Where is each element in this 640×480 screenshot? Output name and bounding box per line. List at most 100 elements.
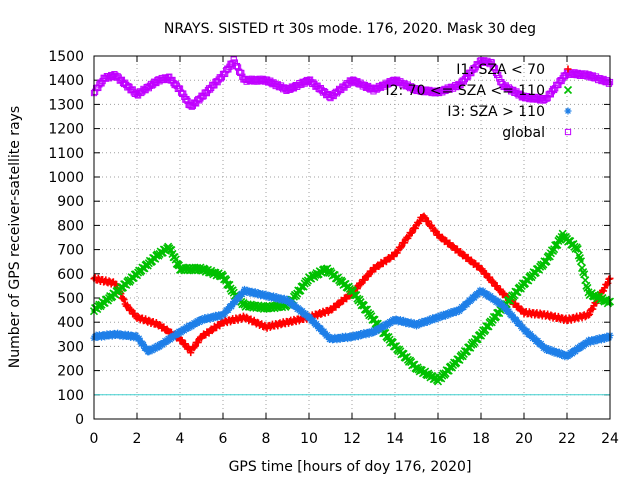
data-point — [494, 297, 502, 305]
data-point — [243, 288, 251, 296]
x-tick-label: 16 — [429, 431, 447, 447]
data-point — [139, 340, 147, 348]
data-point — [605, 80, 613, 87]
data-point — [452, 309, 460, 317]
plot-frame — [93, 55, 611, 420]
data-point — [357, 280, 365, 288]
data-point — [407, 229, 415, 237]
x-tick-label: 2 — [133, 431, 142, 447]
data-point — [335, 333, 343, 341]
data-point — [516, 319, 524, 327]
data-point — [483, 290, 491, 298]
data-point — [474, 291, 482, 299]
data-point — [291, 301, 299, 309]
data-point — [208, 312, 216, 320]
data-point — [228, 303, 236, 311]
data-point — [143, 344, 151, 352]
x-tick-label: 4 — [176, 431, 185, 447]
data-point — [377, 324, 385, 332]
legend-marker — [564, 107, 572, 115]
data-point — [194, 338, 202, 346]
data-point — [413, 322, 420, 330]
data-point — [605, 334, 613, 342]
data-point — [270, 292, 278, 300]
y-tick-label: 700 — [57, 243, 84, 259]
data-point — [238, 69, 245, 77]
y-axis-title: Number of GPS receiver-satellite rays — [7, 106, 23, 368]
x-axis-title: GPS time [hours of doy 176, 2020] — [229, 459, 472, 475]
data-point — [493, 282, 501, 290]
y-tick-label: 400 — [57, 315, 84, 331]
data-point — [442, 312, 450, 320]
data-point — [127, 305, 135, 313]
data-point — [526, 330, 534, 338]
y-tick-label: 1100 — [48, 146, 84, 162]
data-point — [191, 342, 199, 350]
y-tick-label: 100 — [57, 388, 84, 404]
data-point — [505, 307, 513, 315]
data-point — [589, 305, 597, 313]
data-point — [519, 323, 527, 331]
data-point — [523, 327, 531, 335]
y-tick-label: 1000 — [48, 170, 84, 186]
data-point — [241, 285, 248, 293]
data-point — [120, 296, 128, 304]
data-point — [545, 344, 553, 352]
x-tick-label: 24 — [601, 431, 619, 447]
data-point — [471, 294, 479, 302]
data-point — [576, 257, 586, 266]
data-point — [119, 295, 127, 303]
data-point — [190, 344, 198, 352]
data-point — [502, 304, 510, 312]
data-point — [408, 228, 416, 236]
legend-marker — [564, 65, 572, 73]
data-point — [460, 303, 468, 311]
data-point — [320, 327, 328, 335]
x-tick-label: 8 — [262, 431, 271, 447]
legend-marker — [564, 128, 572, 136]
data-point — [449, 242, 457, 250]
x-tick-label: 20 — [515, 431, 533, 447]
data-point — [181, 325, 189, 333]
data-point — [487, 292, 495, 300]
data-point — [401, 239, 409, 247]
data-point — [579, 268, 588, 277]
y-tick-label: 800 — [57, 218, 84, 234]
data-point — [148, 347, 156, 355]
data-point — [572, 348, 580, 356]
x-tick-label: 6 — [219, 431, 228, 447]
data-point — [299, 307, 307, 315]
y-tick-label: 500 — [57, 291, 84, 307]
legend-marker — [563, 85, 573, 95]
data-point — [135, 334, 143, 342]
x-tick-label: 18 — [472, 431, 490, 447]
data-point — [188, 323, 196, 331]
data-point — [309, 316, 317, 324]
y-tick-label: 900 — [57, 194, 84, 210]
data-point — [573, 244, 582, 254]
data-point — [288, 299, 296, 307]
data-point — [512, 316, 520, 324]
x-tick-label: 10 — [300, 431, 318, 447]
data-point — [463, 301, 471, 309]
legend-label: global — [502, 125, 545, 141]
legend-label: I3: SZA > 110 — [447, 104, 545, 120]
y-tick-label: 600 — [57, 267, 84, 283]
data-point — [217, 313, 225, 321]
y-tick-label: 0 — [75, 412, 84, 428]
data-point — [132, 331, 140, 339]
data-point — [159, 341, 167, 349]
y-tick-label: 200 — [57, 364, 84, 380]
data-point — [373, 327, 381, 335]
data-point — [534, 337, 542, 345]
data-point — [156, 343, 164, 351]
data-point — [537, 340, 545, 348]
chart-title: NRAYS. SISTED rt 30s mode. 176, 2020. Ma… — [164, 21, 536, 37]
data-point — [396, 244, 404, 252]
data-point — [586, 310, 594, 318]
data-point — [411, 224, 419, 232]
data-point — [431, 226, 439, 234]
data-point — [224, 306, 232, 314]
data-point — [424, 217, 432, 225]
data-point — [235, 294, 243, 302]
